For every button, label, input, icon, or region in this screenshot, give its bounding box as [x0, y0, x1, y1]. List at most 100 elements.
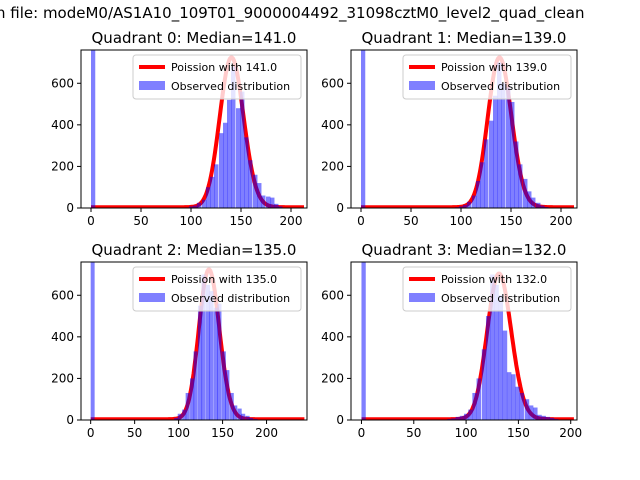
plot-area: [90, 50, 305, 208]
histogram-bar: [202, 199, 207, 208]
histogram-bar: [497, 62, 502, 208]
y-tick-label: 600: [51, 76, 74, 90]
x-tick-label: 50: [127, 426, 142, 440]
histogram-bar: [270, 197, 275, 208]
histogram-bar: [493, 95, 498, 208]
histogram-bar: [177, 413, 182, 420]
histogram-bar: [174, 417, 179, 420]
axes-frame: [350, 49, 578, 209]
histogram-bar: [459, 415, 465, 420]
plot-area: [360, 262, 575, 420]
histogram-bar: [261, 195, 266, 208]
y-tick-label: 0: [66, 201, 74, 215]
histogram-bar: [540, 205, 545, 208]
axes-frame: [80, 261, 308, 421]
x-tick-label: 50: [403, 214, 418, 228]
y-tick-label: 200: [51, 159, 74, 173]
histogram-bar: [524, 399, 530, 420]
x-tick-label: 150: [500, 214, 523, 228]
plot-area: [360, 50, 575, 208]
histogram-bar: [217, 303, 222, 420]
histogram-bar: [485, 316, 491, 420]
histogram-bar: [519, 392, 524, 420]
histogram-bar-zero: [361, 262, 366, 420]
histogram-bar: [237, 408, 242, 420]
x-tick-label: 100: [180, 214, 203, 228]
legend: Poission with 141.0 Observed distribution: [132, 54, 302, 100]
histogram-bar: [459, 206, 464, 208]
histogram-bar: [518, 164, 523, 208]
legend-box: [402, 266, 572, 312]
histogram-bar: [278, 206, 283, 208]
histogram-bar: [527, 191, 532, 208]
histogram-bar: [241, 413, 246, 420]
histogram-bar: [248, 417, 254, 420]
histogram-bar: [193, 205, 198, 208]
histogram-bar: [501, 83, 506, 208]
histogram-bar: [223, 122, 228, 208]
y-tick-label: 600: [321, 288, 344, 302]
histogram-bar: [206, 187, 211, 208]
histogram-bar: [225, 370, 230, 420]
histogram-bar: [463, 204, 468, 208]
histogram-bar: [490, 274, 495, 420]
legend-poisson-label: Poission with 132.0: [441, 273, 547, 286]
histogram-bar-zero: [91, 50, 96, 208]
legend: Poission with 139.0 Observed distribution: [402, 54, 572, 100]
x-tick-label: 0: [358, 426, 366, 440]
histogram-bar-zero: [90, 262, 95, 420]
histogram-bar-zero: [361, 50, 366, 208]
legend-observed-swatch: [409, 81, 435, 90]
histogram-bar: [533, 407, 538, 420]
x-tick-label: 100: [455, 426, 478, 440]
histogram-bar: [244, 137, 249, 208]
subplot-quadrant-0: Quadrant 0: Median=141.0 0 50 100 150 200 0 200…: [51, 29, 308, 228]
subplot-title: Quadrant 2: Median=135.0: [92, 241, 297, 259]
plot-area: [89, 262, 306, 420]
y-tick-label: 600: [321, 76, 344, 90]
histogram-bar: [541, 415, 546, 420]
legend-box: [132, 54, 302, 100]
histogram-bar: [464, 413, 469, 420]
histogram-bar: [523, 178, 528, 208]
subplot-title: Quadrant 0: Median=141.0: [92, 29, 297, 47]
legend-observed-swatch: [139, 81, 165, 90]
x-tick-label: 200: [280, 214, 303, 228]
histogram-bar: [210, 176, 215, 208]
axes-frame: [350, 261, 578, 421]
legend-observed-label: Observed distribution: [171, 80, 290, 93]
histogram-bar: [476, 180, 481, 208]
x-tick-label: 0: [357, 214, 365, 228]
legend-box: [402, 54, 572, 100]
histogram-bar: [221, 351, 226, 420]
histogram-bar: [514, 141, 519, 208]
legend-box: [132, 266, 302, 312]
histogram-bar: [506, 87, 511, 208]
x-tick-label: 0: [87, 214, 95, 228]
histogram-bar: [451, 418, 456, 420]
histogram-bar: [240, 91, 245, 208]
histogram-bar: [253, 418, 258, 420]
histogram-bar: [229, 392, 234, 420]
y-tick-label: 400: [51, 118, 74, 132]
histogram-bar: [489, 120, 494, 208]
y-tick-label: 400: [321, 118, 344, 132]
x-tick-label: 150: [211, 426, 234, 440]
legend: Poission with 132.0 Observed distribution: [402, 266, 572, 312]
histogram-bar: [189, 206, 194, 208]
histogram-bar: [214, 164, 219, 208]
histogram-bar: [193, 351, 198, 420]
histogram-bar: [213, 307, 218, 420]
histogram-bar: [257, 183, 262, 208]
y-tick-label: 600: [51, 288, 74, 302]
histogram-bar: [236, 108, 241, 208]
histogram-bar: [205, 284, 211, 420]
histogram-bar: [190, 378, 195, 420]
histogram-bar: [544, 206, 549, 208]
x-tick-label: 200: [559, 426, 582, 440]
x-tick-label: 150: [507, 426, 530, 440]
x-tick-label: 200: [550, 214, 573, 228]
histogram-bar: [455, 416, 461, 420]
